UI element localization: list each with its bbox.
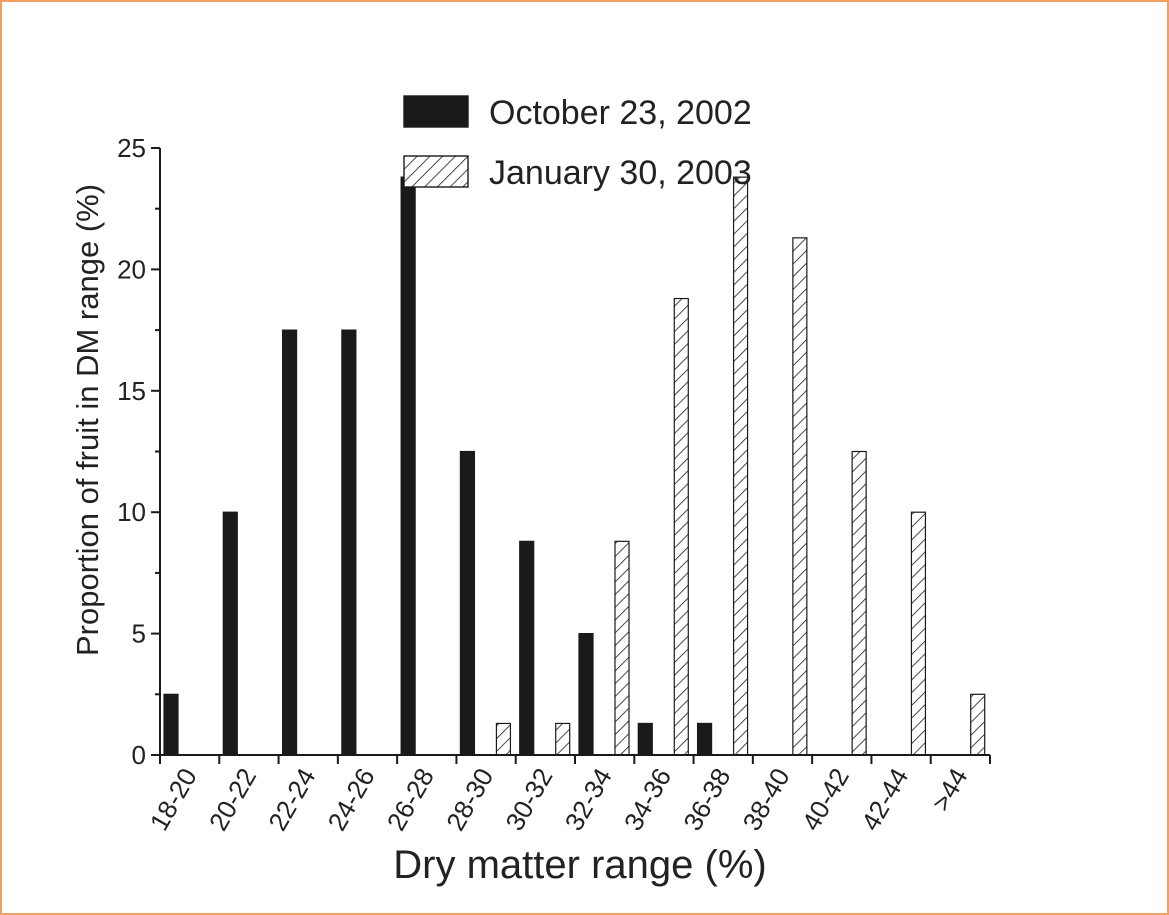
x-tick-label: 26-28 bbox=[381, 763, 440, 836]
bar-jan-2003-gt44 bbox=[970, 693, 986, 756]
bar-oct-2002-34-36 bbox=[637, 722, 653, 756]
bar-jan-2003-36-38 bbox=[732, 176, 749, 756]
x-axis-title: Dry matter range (%) bbox=[393, 843, 766, 887]
x-tick-label: 28-30 bbox=[440, 763, 499, 836]
bar-jan-2003-42-44 bbox=[910, 511, 927, 756]
bar-jan-2003-30-32 bbox=[555, 722, 571, 756]
y-tick-label: 0 bbox=[132, 740, 146, 770]
x-tick-label: 20-22 bbox=[203, 763, 262, 836]
legend-swatch-jan-2003 bbox=[403, 155, 469, 188]
bar-jan-2003-32-34 bbox=[614, 540, 630, 756]
bar-jan-2003-28-30 bbox=[495, 722, 512, 756]
y-tick-label: 15 bbox=[117, 376, 146, 406]
x-tick-label: >44 bbox=[926, 763, 974, 816]
x-tick-label: 18-20 bbox=[144, 763, 203, 836]
bar-oct-2002-32-34 bbox=[578, 632, 594, 756]
bar-oct-2002-30-32 bbox=[519, 540, 535, 756]
x-tick-label: 38-40 bbox=[736, 763, 795, 836]
x-tick-label: 24-26 bbox=[321, 763, 380, 836]
bar-oct-2002-26-28 bbox=[400, 176, 416, 756]
legend-swatch-oct-2002 bbox=[403, 95, 469, 128]
bar-oct-2002-24-26 bbox=[341, 329, 357, 756]
x-tick-label: 40-42 bbox=[796, 763, 855, 836]
bar-oct-2002-20-22 bbox=[222, 511, 238, 756]
y-tick-label: 20 bbox=[117, 254, 146, 284]
legend: October 23, 2002 January 30, 2003 bbox=[403, 94, 752, 192]
x-tick-label: 34-36 bbox=[618, 763, 677, 836]
y-axis-title: Proportion of fruit in DM range (%) bbox=[70, 184, 105, 656]
bar-jan-2003-34-36 bbox=[673, 297, 689, 756]
legend-label-oct-2002: October 23, 2002 bbox=[489, 94, 752, 132]
x-tick-label: 36-38 bbox=[677, 763, 736, 836]
bar-jan-2003-40-42 bbox=[851, 450, 867, 756]
x-tick-label: 32-34 bbox=[559, 763, 618, 836]
bars-group bbox=[163, 176, 986, 756]
bar-oct-2002-18-20 bbox=[163, 693, 179, 756]
x-tick-label: 42-44 bbox=[855, 763, 914, 836]
legend-label-jan-2003: January 30, 2003 bbox=[489, 154, 752, 192]
y-tick-label: 5 bbox=[132, 619, 146, 649]
y-tick-label: 25 bbox=[117, 133, 146, 163]
bar-oct-2002-28-30 bbox=[459, 450, 476, 756]
x-tick-label: 22-24 bbox=[262, 763, 321, 836]
bar-jan-2003-38-40 bbox=[792, 237, 808, 756]
bar-oct-2002-36-38 bbox=[696, 722, 713, 756]
x-tick-label: 30-32 bbox=[499, 763, 558, 836]
bar-oct-2002-22-24 bbox=[281, 329, 298, 756]
y-tick-label: 10 bbox=[117, 497, 146, 527]
